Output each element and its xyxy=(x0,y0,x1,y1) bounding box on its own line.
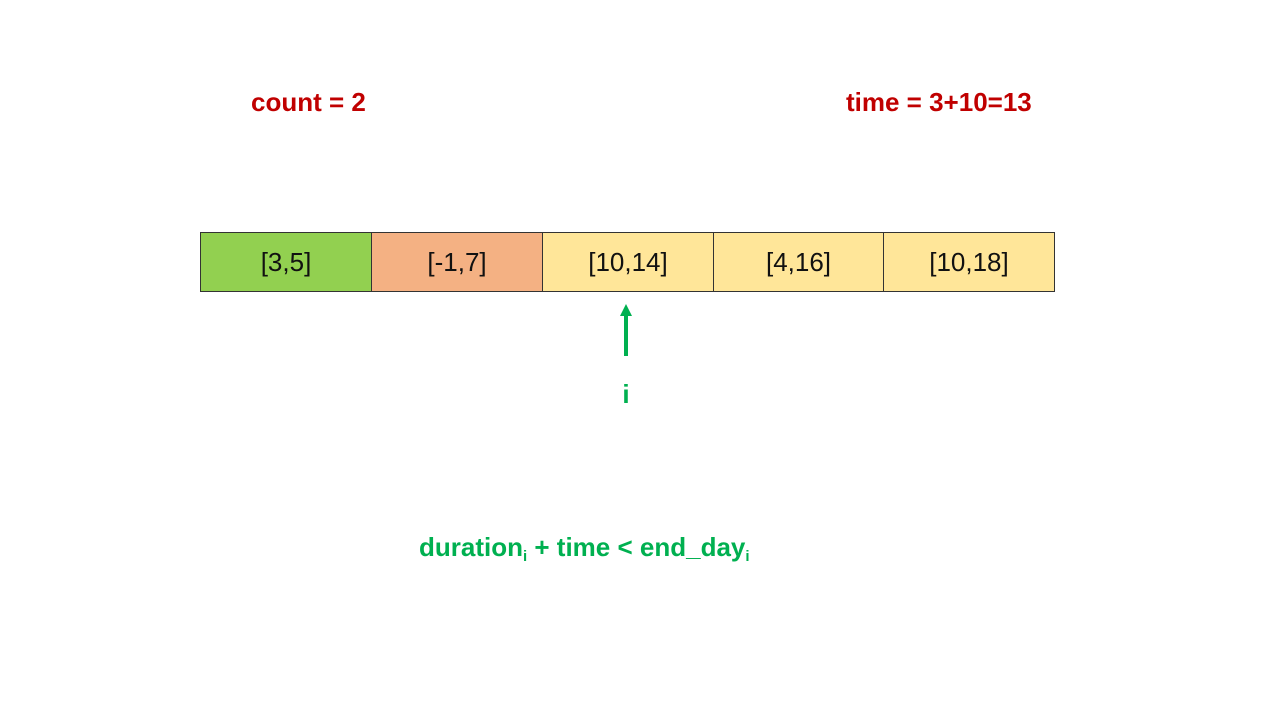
interval-cell-2: [10,14] xyxy=(543,233,714,291)
pointer-label: i xyxy=(622,379,630,409)
interval-array: [3,5] [-1,7] [10,14] [4,16] [10,18] xyxy=(200,232,1055,292)
interval-cell-4: [10,18] xyxy=(884,233,1055,291)
formula-time-end-day: + time < end_day xyxy=(527,532,746,562)
formula-duration: duration xyxy=(419,532,523,562)
interval-cell-3: [4,16] xyxy=(714,233,884,291)
condition-formula: durationi + time < end_dayi xyxy=(419,530,750,574)
formula-subscript-1: i xyxy=(523,548,528,565)
interval-cell-1: [-1,7] xyxy=(372,233,543,291)
pointer-arrow-icon xyxy=(620,304,632,356)
time-label: time = 3+10=13 xyxy=(846,87,1032,117)
formula-subscript-2: i xyxy=(745,548,750,565)
pointer-arrow-head xyxy=(620,304,632,316)
interval-cell-0: [3,5] xyxy=(201,233,372,291)
count-label: count = 2 xyxy=(251,87,366,117)
